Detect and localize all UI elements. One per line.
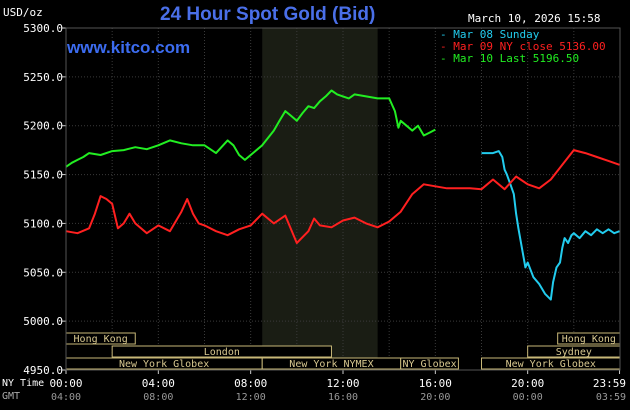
legend-item-mar08: - Mar 08 Sunday	[440, 28, 540, 41]
session-label: New York Globex	[506, 359, 596, 370]
x-tick-label-gmt: 12:00	[236, 392, 266, 403]
x-tick-label-gmt: 20:00	[420, 392, 450, 403]
x-tick-label-ny: 16:00	[419, 377, 452, 390]
y-tick-label: 5100.0	[23, 217, 63, 230]
gmt-label: GMT	[2, 391, 21, 402]
series-line-mar09	[65, 149, 620, 244]
legend-item-mar10: - Mar 10 Last 5196.50	[440, 52, 580, 65]
y-axis-unit: USD/oz	[3, 6, 43, 19]
x-tick-label-ny: 20:00	[511, 377, 544, 390]
x-tick-label-gmt: 16:00	[328, 392, 358, 403]
y-tick-label: 5250.0	[23, 71, 63, 84]
y-tick-label: 5150.0	[23, 169, 63, 182]
y-tick-label: 5050.0	[23, 266, 63, 279]
plot-border	[65, 27, 621, 371]
session-bar	[400, 357, 459, 370]
series-line-mar10	[65, 89, 436, 168]
site-link[interactable]: www.kitco.com	[67, 38, 191, 57]
session-label: London	[204, 347, 240, 358]
x-tick-label-ny: 08:00	[234, 377, 267, 390]
y-tick-label: 5000.0	[23, 315, 63, 328]
session-label: Hong Kong	[562, 334, 616, 345]
timestamp: March 10, 2026 15:58	[468, 12, 601, 25]
x-tick-label-ny: 12:00	[326, 377, 359, 390]
y-tick-label: 4950.0	[23, 364, 63, 377]
chart-title: 24 Hour Spot Gold (Bid)	[160, 4, 376, 25]
ny-time-label: NY Time	[2, 378, 45, 389]
session-label: New York Globex	[119, 359, 209, 370]
y-tick-label: 5300.0	[23, 22, 63, 35]
nymex-session-band	[262, 28, 378, 370]
x-tick-label-ny: 04:00	[142, 377, 175, 390]
session-bar	[111, 345, 332, 358]
x-tick-label-ny: 23:59	[593, 377, 626, 390]
x-tick-label-ny: 00:00	[49, 377, 82, 390]
x-tick-label-gmt: 08:00	[143, 392, 173, 403]
x-tick-label-gmt: 04:00	[51, 392, 81, 403]
x-tick-label-gmt: 00:00	[513, 392, 543, 403]
x-axis: 00:00 04:00 04:00 08:00 08:00 12:00 12:00 16:00…	[49, 370, 626, 403]
session-label: Hong Kong	[74, 334, 128, 345]
chart-series	[65, 89, 620, 301]
y-tick-label: 5200.0	[23, 120, 63, 133]
y-axis: 4950.0 5000.0 5050.0 5100.0 5150.0 5200.0 5250…	[23, 22, 66, 377]
x-tick-label-gmt: 03:59	[596, 392, 626, 403]
series-line-mar08	[481, 150, 620, 301]
session-label: NY Globex	[402, 359, 456, 370]
session-label: Sydney	[556, 347, 592, 358]
legend-item-mar09: - Mar 09 NY close 5136.00	[440, 40, 606, 53]
session-label: New York NYMEX	[289, 359, 373, 370]
